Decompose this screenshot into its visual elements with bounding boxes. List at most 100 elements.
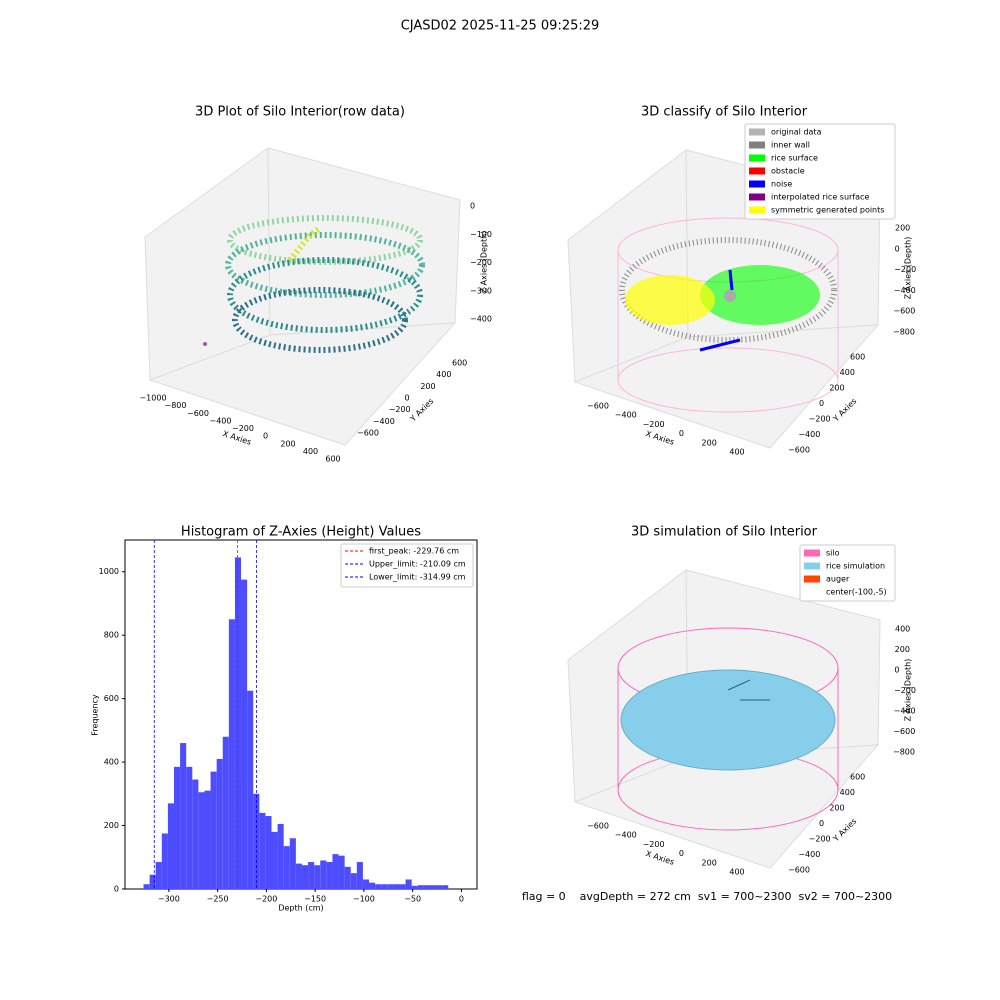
y-tick-label: 400 <box>104 758 119 767</box>
y-tick-label: −400 <box>798 430 820 439</box>
z-axis-label: Z Axies (Depth) <box>904 237 913 300</box>
bar <box>332 854 339 889</box>
x-tick-label: −600 <box>187 409 209 418</box>
y-tick-label: −400 <box>373 417 395 426</box>
y-tick-label: −400 <box>798 850 820 859</box>
bar <box>442 885 449 889</box>
y-tick-label: 600 <box>850 353 865 362</box>
x-tick-label: −1000 <box>139 394 166 403</box>
z-tick-label: −400 <box>894 707 916 716</box>
bar <box>265 816 272 889</box>
bar <box>326 862 333 889</box>
x-tick-label: −200 <box>232 424 254 433</box>
y-tick-label: 1000 <box>99 567 119 576</box>
y-tick-label: −200 <box>809 415 831 424</box>
x-tick-label: −200 <box>255 895 277 904</box>
y-tick-label: 200 <box>829 804 844 813</box>
bar <box>301 865 309 889</box>
chart-title: 3D Plot of Silo Interior(row data) <box>195 105 405 120</box>
x-tick-label: 0 <box>679 849 684 858</box>
x-tick-label: 600 <box>325 455 340 464</box>
legend-label: rice simulation <box>826 562 885 571</box>
bar <box>259 812 266 889</box>
z-tick-label: −600 <box>893 307 915 316</box>
classified-points <box>617 217 839 413</box>
z-tick-label: 400 <box>895 625 910 634</box>
legend-swatch <box>749 193 765 201</box>
legend-label: symmetric generated points <box>771 206 884 215</box>
y-tick-label: 400 <box>840 788 855 797</box>
bar <box>228 619 235 889</box>
y-tick-label: −600 <box>788 866 810 875</box>
bar <box>234 557 242 889</box>
bar <box>167 803 174 889</box>
y-tick-label: −600 <box>357 429 379 438</box>
bar <box>417 885 424 889</box>
z-tick-label: 200 <box>895 224 910 233</box>
bar <box>204 790 211 889</box>
suptitle: CJASD02 2025-11-25 09:25:29 <box>401 19 600 34</box>
bar <box>155 862 162 889</box>
bar <box>350 873 357 889</box>
bar <box>161 833 168 889</box>
x-tick-label: 0 <box>263 432 268 441</box>
x-tick-label: −400 <box>615 831 637 840</box>
bar <box>198 792 205 889</box>
bar <box>247 690 254 889</box>
z-tick-label: 0 <box>470 202 475 211</box>
legend-label: obstacle <box>771 167 805 176</box>
outlier-point <box>203 342 207 346</box>
z-axis-label: Z Axies (Depth) <box>904 659 913 722</box>
bar <box>344 866 351 889</box>
bar <box>216 758 223 889</box>
legend-label: auger <box>826 575 850 584</box>
y-tick-label: 400 <box>436 370 451 379</box>
x-tick-label: 400 <box>729 868 744 877</box>
x-tick-label: −200 <box>643 420 665 429</box>
legend-box <box>340 543 474 588</box>
bar <box>186 766 193 889</box>
bar <box>369 882 376 889</box>
legend-label: noise <box>771 180 792 189</box>
legend-swatch <box>749 180 765 188</box>
legend-label: interpolated rice surface <box>771 193 869 202</box>
y-tick-label: 200 <box>104 821 119 830</box>
z-tick-label: −800 <box>893 328 915 337</box>
bar <box>320 860 327 889</box>
bar <box>192 779 199 889</box>
y-axis-label: Y Axies <box>831 397 859 425</box>
legend-swatch <box>804 549 820 557</box>
z-tick-label: −600 <box>893 727 915 736</box>
z-tick-label: −400 <box>470 315 492 324</box>
bar <box>143 884 150 889</box>
x-tick-label: −200 <box>643 840 665 849</box>
x-tick-label: −800 <box>165 401 187 410</box>
bar <box>399 884 406 889</box>
z-tick-label: −400 <box>894 286 916 295</box>
x-tick-label: −600 <box>587 402 609 411</box>
x-tick-label: −250 <box>207 895 229 904</box>
y-tick-label: 600 <box>452 359 467 368</box>
legend-swatch <box>749 167 765 175</box>
x-axis-label: X Axies <box>645 849 676 867</box>
bar <box>411 885 418 889</box>
y-tick-label: 200 <box>829 384 844 393</box>
bar <box>338 855 345 889</box>
y-tick-label: −200 <box>809 835 831 844</box>
y-tick-label: 600 <box>850 773 865 782</box>
bar <box>436 885 443 889</box>
legend-swatch <box>804 562 820 570</box>
legend-swatch <box>749 141 765 149</box>
x-tick-label: 200 <box>280 439 295 448</box>
bar <box>283 846 290 889</box>
legend-swatch <box>749 154 765 162</box>
z-tick-label: 0 <box>894 666 899 675</box>
y-tick-label: 400 <box>840 368 855 377</box>
z-tick-label: −200 <box>894 265 916 274</box>
z-tick-label: 200 <box>895 645 910 654</box>
simulation <box>617 627 839 831</box>
legend-label: center(-100,-5) <box>826 588 887 597</box>
bar <box>289 838 296 889</box>
bar <box>180 743 187 889</box>
